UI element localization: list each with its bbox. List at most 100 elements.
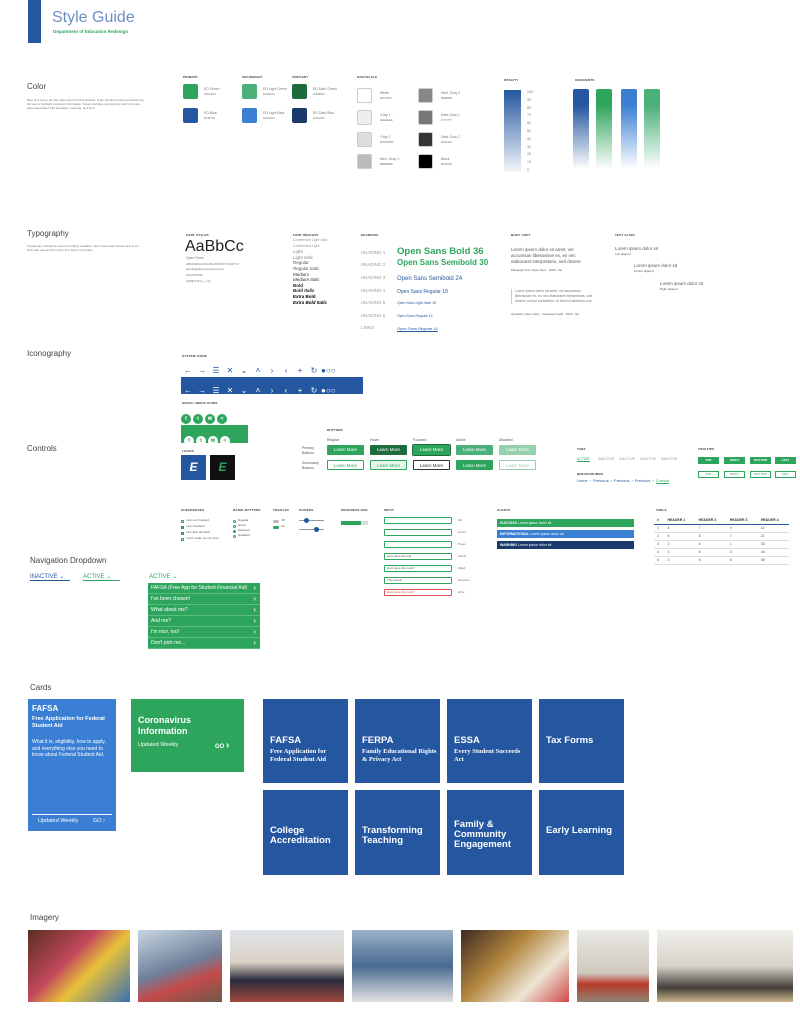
system-icon[interactable]: ↻: [310, 386, 318, 395]
text-input[interactable]: This works!: [384, 577, 452, 584]
secondary-button[interactable]: Learn More: [370, 460, 407, 470]
checkbox[interactable]: [181, 538, 184, 541]
social-icon[interactable]: <: [217, 414, 227, 424]
system-icon[interactable]: ‹: [284, 366, 288, 375]
slider-2[interactable]: [299, 527, 324, 532]
primary-button[interactable]: Learn More: [499, 445, 536, 455]
system-icon[interactable]: ˄: [255, 386, 261, 395]
card-fafsa-go[interactable]: GO ›: [93, 818, 105, 824]
topic-tile[interactable]: Early Learning: [539, 790, 624, 875]
text-input[interactable]: How does this work?: [384, 565, 452, 572]
system-icon[interactable]: ←: [184, 366, 192, 375]
system-icon[interactable]: →: [198, 366, 206, 375]
topic-tile[interactable]: FERPA Family Educational Rights & Privacy…: [355, 699, 440, 783]
radio-button[interactable]: [233, 530, 236, 533]
text-input[interactable]: [384, 517, 452, 524]
system-icon[interactable]: ›: [270, 386, 274, 395]
breadcrumb-item[interactable]: Previous: [634, 478, 651, 483]
radio-button[interactable]: [233, 525, 236, 528]
system-icon[interactable]: ‹: [284, 386, 288, 395]
tab[interactable]: INACTIVE: [619, 457, 636, 461]
text-input[interactable]: [384, 541, 452, 548]
secondary-label: SECONDARY: [242, 75, 263, 79]
dropdown-item[interactable]: What about me?: [148, 605, 260, 616]
dropdown-item[interactable]: I've been chosen!: [148, 594, 260, 605]
toggle[interactable]: [273, 526, 279, 529]
toggle[interactable]: [273, 520, 279, 523]
dropdown-item[interactable]: And me?: [148, 616, 260, 627]
input-label: INPUT: [384, 508, 394, 512]
checkbox[interactable]: [181, 520, 184, 523]
table-cell: 21: [760, 534, 765, 538]
topic-tile[interactable]: FAFSA Free Application for Federal Studen…: [263, 699, 348, 783]
topic-tile[interactable]: College Accreditation: [263, 790, 348, 875]
system-icon[interactable]: +: [297, 366, 303, 375]
system-icon[interactable]: ☰: [212, 366, 220, 375]
primary-button[interactable]: Learn More: [370, 445, 407, 455]
card-corona-go[interactable]: GO ›: [215, 740, 229, 751]
topic-tile[interactable]: Transforming Teaching: [355, 790, 440, 875]
secondary-button[interactable]: Learn More: [499, 460, 536, 470]
system-icon[interactable]: ●○○: [321, 366, 336, 375]
social-icon[interactable]: t: [196, 436, 206, 446]
topic-tile[interactable]: ESSA Every Student Succeeds Act: [447, 699, 532, 783]
text-input[interactable]: [384, 529, 452, 536]
system-icon[interactable]: ˄: [255, 366, 261, 375]
social-icon[interactable]: t: [193, 414, 203, 424]
system-icon[interactable]: ›: [270, 366, 274, 375]
primary-button[interactable]: Learn More: [456, 445, 493, 455]
heading-sample[interactable]: Open Sans Regular 14: [397, 326, 438, 331]
dropdown-item[interactable]: Don't pick me...: [148, 638, 260, 649]
breadcrumb-item[interactable]: Previous: [593, 478, 609, 483]
social-icon[interactable]: ✉: [208, 436, 218, 446]
nav-inactive-dropdown[interactable]: INACTIVE ⌄: [30, 573, 70, 581]
gray-swatch-name: Black: [441, 157, 450, 161]
card-fafsa[interactable]: FAFSA Free Application for Federal Stude…: [28, 699, 116, 831]
social-icon[interactable]: <: [220, 436, 230, 446]
dropdown-item[interactable]: I'm nice, too!: [148, 627, 260, 638]
text-input[interactable]: How does this work?: [384, 589, 452, 596]
secondary-button[interactable]: Learn More: [327, 460, 364, 470]
tab[interactable]: INACTIVE: [640, 457, 657, 461]
system-icon[interactable]: ●○○: [321, 386, 336, 395]
primary-button[interactable]: Learn More: [412, 444, 451, 456]
social-icon[interactable]: f: [181, 414, 191, 424]
dropdown-item[interactable]: FAFSA (Free App for Student Financial Ai…: [148, 583, 260, 594]
heading-sample: Open Sans Semibold 24: [397, 276, 463, 282]
nav-active-dropdown[interactable]: ACTIVE ⌄: [83, 573, 120, 581]
table-cell: 1: [657, 526, 659, 530]
topic-tile[interactable]: Family & Community Engagement: [447, 790, 532, 875]
text-input[interactable]: How does this wo|: [384, 553, 452, 560]
topic-tile-title: Early Learning: [546, 825, 612, 836]
primary-button[interactable]: Learn More: [327, 445, 364, 455]
secondary-button[interactable]: Learn More: [413, 460, 450, 470]
body-caption: Paragraph Text | Open Sans · 16/24 · 0pt: [511, 268, 563, 272]
breadcrumb-item[interactable]: Previous: [613, 478, 630, 483]
radio-button[interactable]: [233, 520, 236, 523]
system-icon[interactable]: +: [297, 386, 303, 395]
tab[interactable]: INACTIVE: [661, 457, 678, 461]
card-coronavirus[interactable]: Coronavirus Information Updated Weekly G…: [131, 699, 244, 772]
social-icon[interactable]: ✉: [205, 414, 215, 424]
system-icon[interactable]: ✕: [226, 366, 234, 375]
nav-open-dropdown[interactable]: ACTIVE ⌄: [149, 573, 177, 580]
system-icon[interactable]: ←: [184, 386, 192, 395]
tab[interactable]: ACTIVE: [577, 457, 590, 462]
heading-sample: Open Sans Regular 12: [397, 314, 433, 318]
input-state-label: Hover: [458, 530, 467, 534]
tab[interactable]: INACTIVE: [598, 457, 615, 461]
system-icon[interactable]: ☰: [212, 386, 220, 395]
breadcrumb-item[interactable]: Home: [577, 478, 588, 483]
checkbox[interactable]: [181, 532, 184, 535]
checkbox[interactable]: [181, 526, 184, 529]
slider-1[interactable]: [299, 518, 324, 523]
social-icon[interactable]: f: [184, 436, 194, 446]
system-icon[interactable]: ✕: [226, 386, 234, 395]
radio-button[interactable]: [233, 535, 236, 538]
system-icon[interactable]: ↻: [310, 366, 318, 375]
system-icon[interactable]: ⌄: [240, 366, 248, 375]
secondary-button[interactable]: Learn More: [456, 460, 493, 470]
system-icon[interactable]: →: [198, 386, 206, 395]
system-icon[interactable]: ⌄: [240, 386, 248, 395]
topic-tile[interactable]: Tax Forms: [539, 699, 624, 783]
